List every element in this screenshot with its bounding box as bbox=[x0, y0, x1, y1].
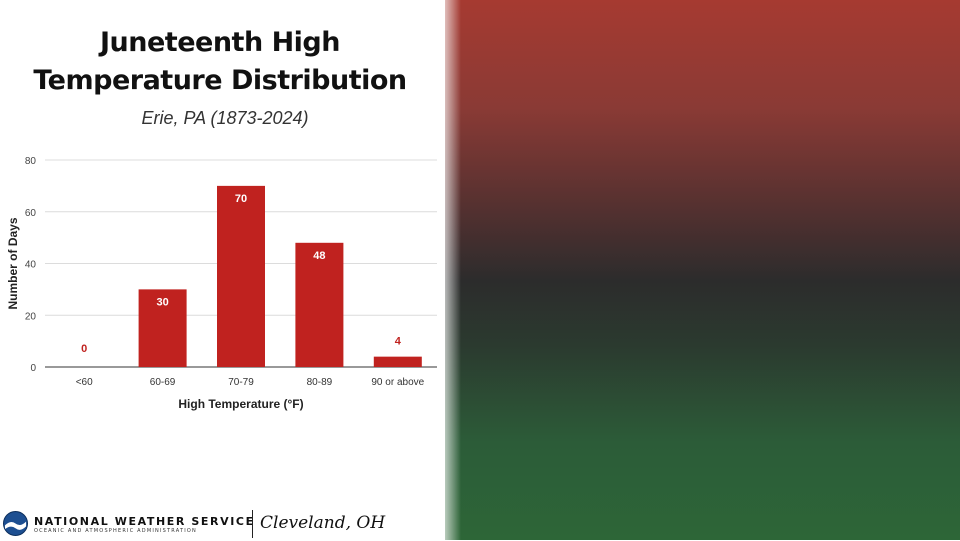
y-tick-label: 20 bbox=[25, 311, 37, 322]
x-tick-label: <60 bbox=[76, 377, 93, 388]
y-tick-label: 0 bbox=[30, 363, 36, 374]
bar bbox=[295, 242, 344, 367]
footer-divider bbox=[252, 510, 253, 538]
x-tick-label: 60-69 bbox=[150, 377, 176, 388]
bar bbox=[138, 289, 187, 367]
office-name: Cleveland, OH bbox=[260, 513, 386, 533]
x-axis-title: High Temperature (°F) bbox=[178, 397, 303, 411]
y-tick-label: 60 bbox=[25, 208, 37, 219]
data-label: 70 bbox=[235, 193, 247, 205]
y-tick-label: 40 bbox=[25, 260, 37, 271]
data-label: 0 bbox=[81, 343, 87, 355]
chart-subtitle: Erie, PA (1873-2024) bbox=[141, 108, 309, 128]
data-label: 48 bbox=[313, 250, 325, 262]
chart-title-line1: Juneteenth High bbox=[100, 27, 340, 58]
noaa-logo-icon bbox=[3, 511, 28, 536]
agency-name: NATIONAL WEATHER SERVICE bbox=[34, 515, 255, 528]
chart-title-line2: Temperature Distribution bbox=[33, 65, 407, 96]
agency-subtitle: OCEANIC AND ATMOSPHERIC ADMINISTRATION bbox=[34, 528, 197, 534]
decorative-gradient-panel bbox=[437, 0, 960, 540]
y-axis-title: Number of Days bbox=[6, 217, 20, 309]
bar bbox=[373, 356, 422, 367]
data-label: 30 bbox=[156, 296, 168, 308]
footer: NATIONAL WEATHER SERVICE OCEANIC AND ATM… bbox=[0, 505, 450, 541]
x-tick-label: 70-79 bbox=[228, 377, 254, 388]
y-tick-label: 80 bbox=[25, 156, 37, 167]
x-tick-label: 90 or above bbox=[371, 377, 424, 388]
x-tick-label: 80-89 bbox=[307, 377, 333, 388]
bar-chart: 0 20 40 60 80 <60 0 60-69 30 70-79 70 80-89 48 90 or … bbox=[6, 156, 437, 411]
chart-title: Juneteenth High Temperature Distribution bbox=[0, 24, 440, 100]
data-label: 4 bbox=[395, 336, 402, 348]
chart-panel: Juneteenth High Temperature Distribution… bbox=[0, 0, 450, 540]
bar bbox=[217, 185, 265, 367]
